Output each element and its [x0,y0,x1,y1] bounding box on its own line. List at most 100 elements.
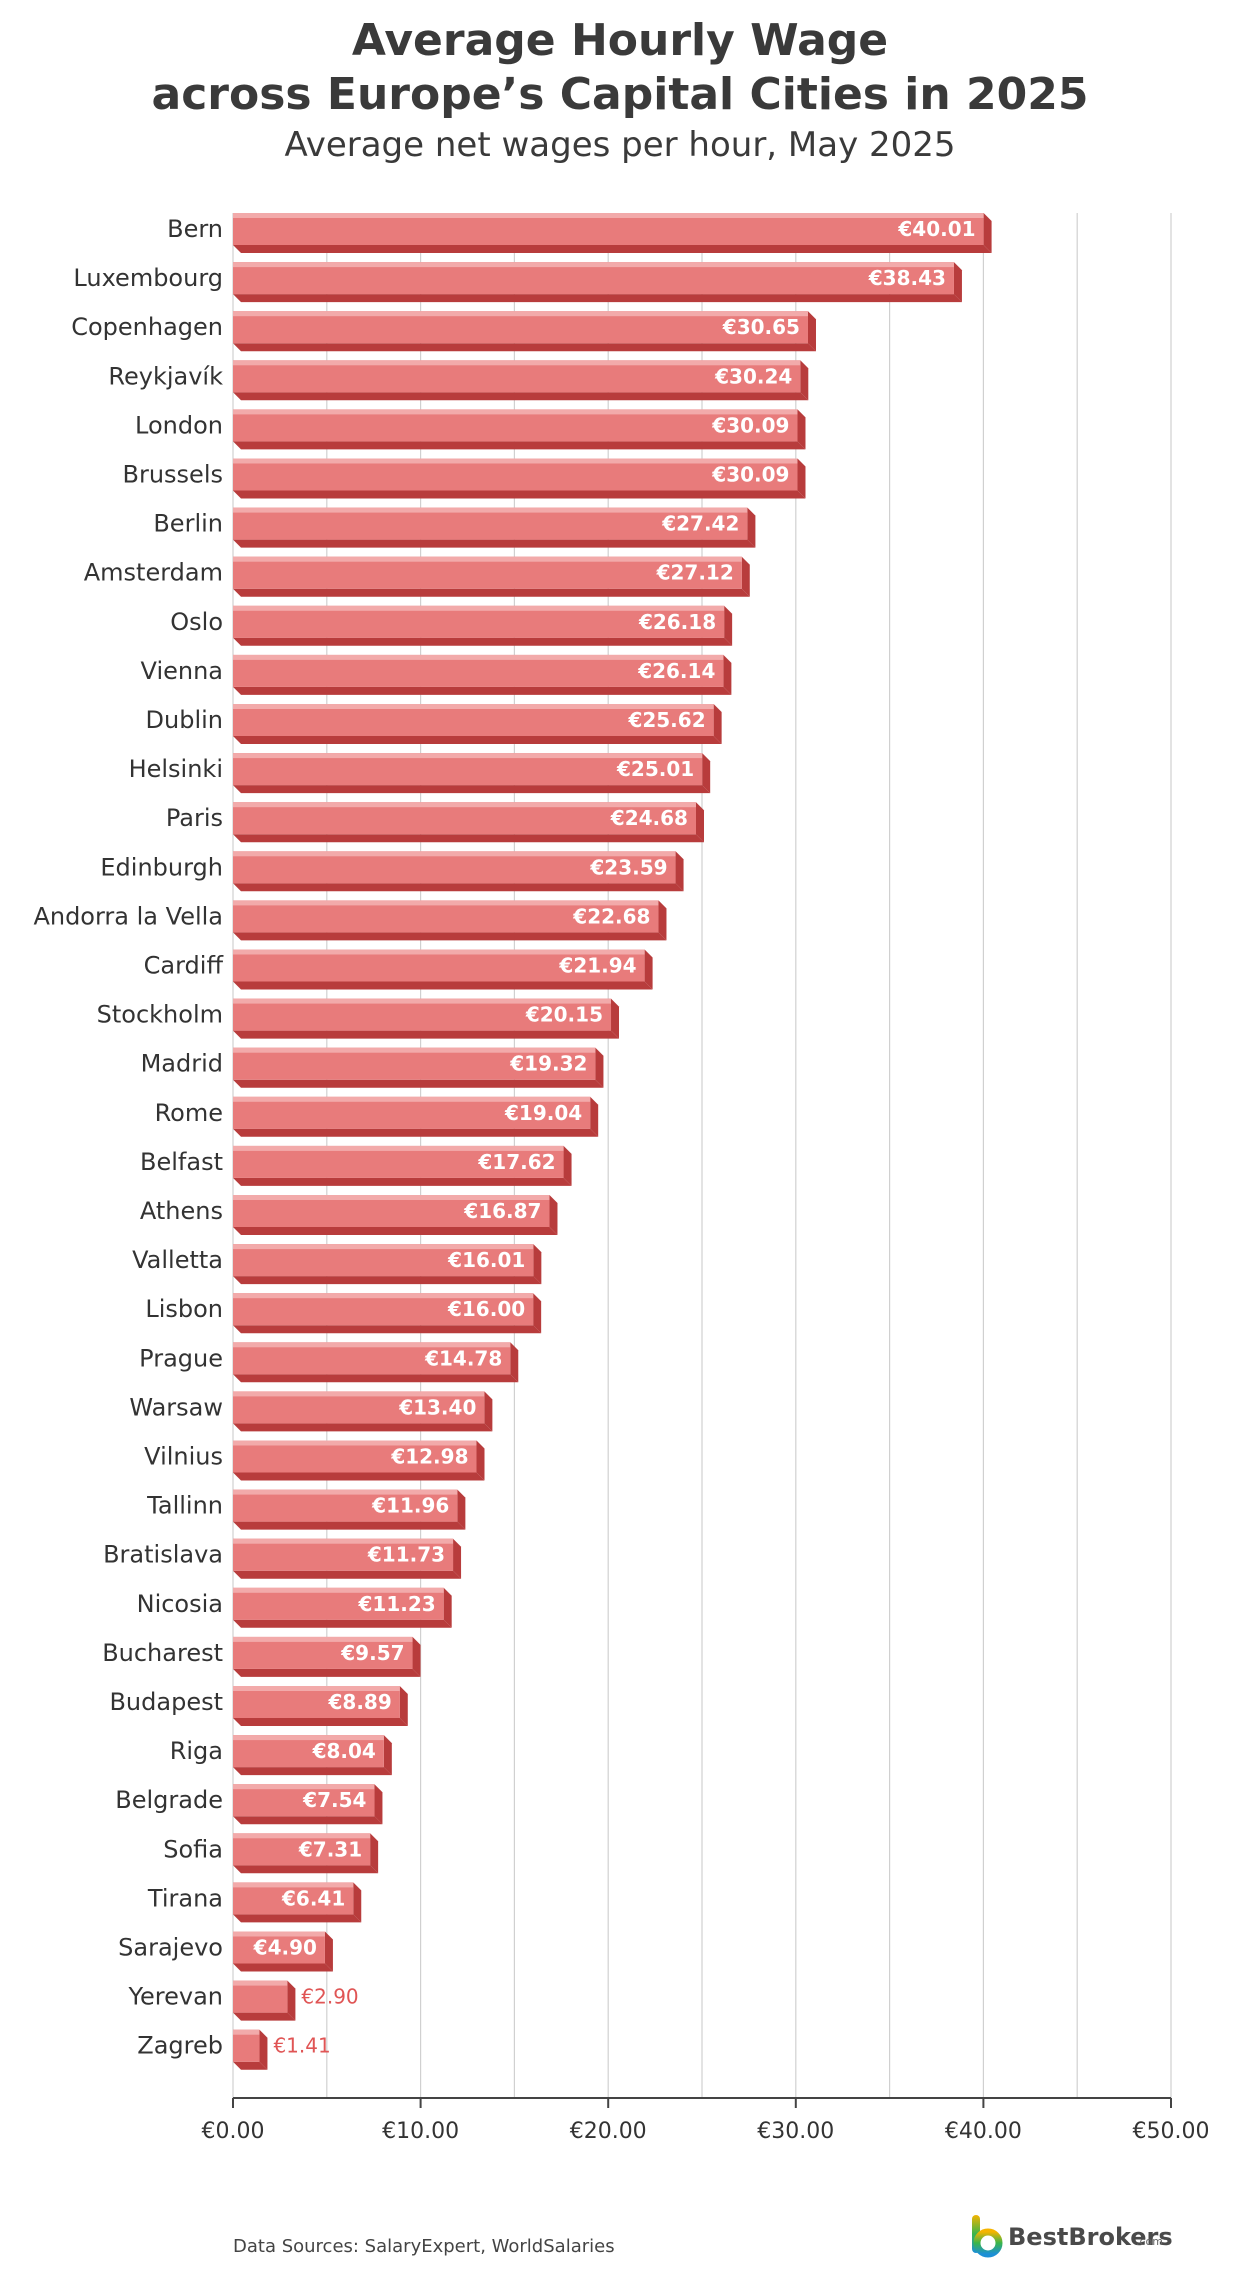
bar-depth [233,588,750,597]
bar-highlight [233,998,612,1004]
bar-depth [233,1325,542,1334]
value-label: €13.40 [398,1395,476,1419]
bar-side [713,704,722,744]
bar-side [644,949,653,990]
bar-depth [233,1619,452,1628]
category-label: Warsaw [129,1393,223,1421]
bar-depth [233,1668,421,1677]
bar-depth [233,736,722,744]
bar-side [453,1538,462,1579]
bar [233,556,742,589]
bar [233,1440,477,1473]
bar-highlight [233,1636,413,1642]
bar-depth [233,1718,408,1726]
bar [233,1587,444,1620]
category-label: Brussels [123,461,224,489]
bar-depth [233,637,733,646]
category-label: Zagreb [137,2032,223,2060]
value-label: €6.41 [281,1886,345,1910]
bar-depth [233,1177,572,1186]
chart-subtitle: Average net wages per hour, May 2025 [284,125,956,165]
bar-highlight [233,1096,591,1102]
category-label: Oslo [170,608,223,636]
category-label: Riga [170,1737,223,1765]
bar [233,605,725,638]
bar-highlight [233,605,725,611]
category-label: Vienna [141,657,223,685]
bar-highlight [233,458,798,464]
bar [233,753,703,786]
bar-highlight [233,311,808,317]
bar [233,458,798,491]
value-label: €25.62 [627,708,705,732]
value-label: €17.62 [477,1150,555,1174]
bar-highlight [233,1145,564,1151]
bar-side [259,2029,268,2070]
category-label: Vilnius [144,1443,223,1471]
category-label: Bratislava [103,1541,223,1569]
bar-depth [233,2012,296,2021]
bar [233,1096,591,1129]
value-label: €38.43 [868,266,946,290]
value-label: €19.04 [504,1101,582,1125]
bar-side [675,851,684,892]
category-label: Sarajevo [118,1934,223,1962]
bar-highlight [233,213,984,218]
value-label: €11.73 [367,1543,445,1567]
x-tick-label: €20.00 [570,2119,647,2144]
bar [233,1489,458,1522]
value-label: €21.94 [558,954,636,978]
bar-depth [233,1963,333,1972]
value-label: €16.87 [463,1199,541,1223]
bar-side [953,262,962,303]
bar-highlight [233,654,724,660]
bar-highlight [233,360,801,366]
value-label: €8.89 [328,1690,392,1714]
bar-side [533,1244,542,1285]
bar-side [353,1882,362,1923]
bar-highlight [233,1047,596,1053]
bar-depth [233,932,667,941]
category-label: Sofia [163,1835,223,1863]
bar-side [457,1489,466,1530]
bar [233,1293,534,1326]
bar-side [287,1980,296,2021]
bar [233,1145,564,1178]
bar-side [590,1096,599,1137]
category-label: Yerevan [128,1983,223,2011]
category-label: Nicosia [137,1590,223,1618]
value-label: €30.24 [714,364,792,388]
value-label: €23.59 [589,855,667,879]
bar-depth [233,1423,493,1432]
bar-depth [233,1521,466,1530]
bar-depth [233,883,684,892]
bar-highlight [233,1293,534,1299]
category-label: Valletta [132,1246,223,1274]
bar-side [399,1686,408,1726]
bar-side [324,1931,333,1972]
bar [233,2029,260,2062]
bar [233,311,808,344]
value-label: €16.00 [447,1297,525,1321]
bar-depth [233,441,806,450]
bar-depth [233,1570,462,1579]
bar-side [611,998,620,1039]
bar-side [658,900,667,941]
bar [233,1195,550,1227]
bar [233,1980,288,2013]
category-label: Tirana [147,1884,223,1912]
category-label: Stockholm [97,1001,223,1029]
category-label: Paris [166,804,223,832]
bar [233,360,801,393]
bar [233,1538,454,1571]
bar-side [510,1342,519,1383]
value-label: €16.01 [447,1248,525,1272]
bar-depth [233,686,732,695]
bar-highlight [233,1391,485,1397]
value-label: €25.01 [616,757,694,781]
chart-title-line-1: Average Hourly Wage [351,15,889,66]
bar [233,262,954,295]
bar [233,1047,596,1080]
bar-depth [233,490,806,499]
category-label: Amsterdam [84,559,223,587]
